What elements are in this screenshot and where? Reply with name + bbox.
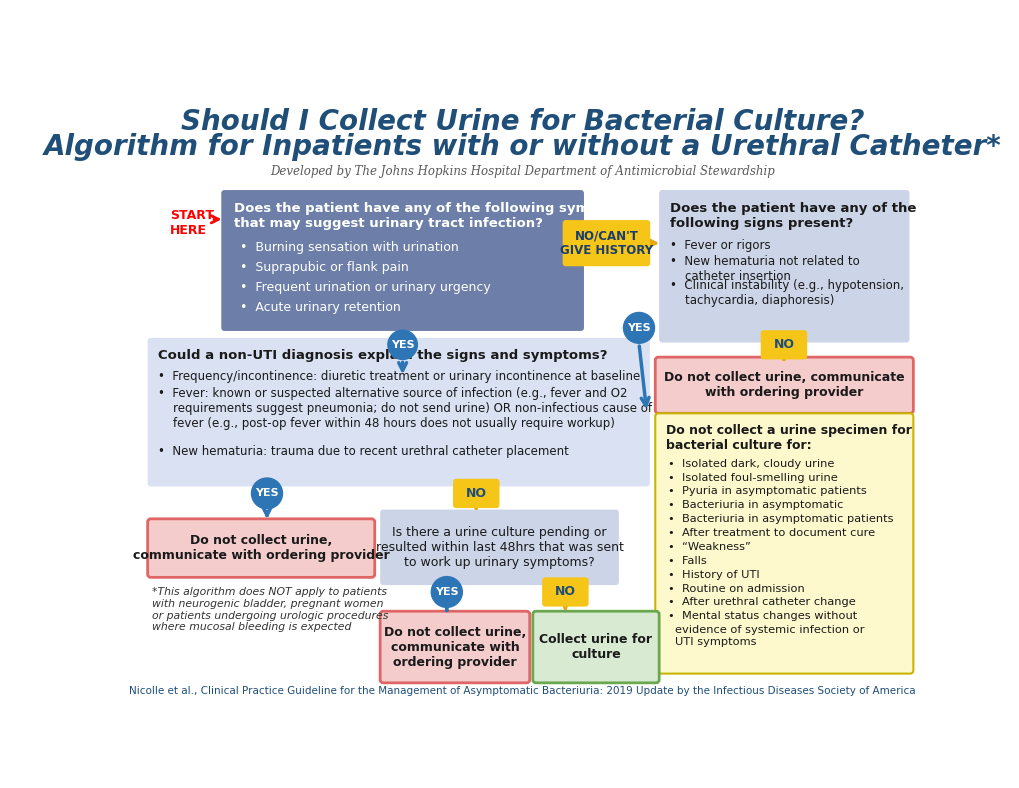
Text: START
HERE: START HERE (170, 209, 214, 236)
Text: UTI symptoms: UTI symptoms (675, 637, 756, 648)
Text: •  Isolated dark, cloudy urine: • Isolated dark, cloudy urine (667, 459, 834, 469)
Circle shape (387, 330, 417, 359)
FancyBboxPatch shape (654, 357, 912, 414)
Text: •  History of UTI: • History of UTI (667, 570, 759, 580)
FancyBboxPatch shape (148, 519, 374, 578)
Text: Do not collect urine,
communicate with
ordering provider: Do not collect urine, communicate with o… (383, 626, 526, 668)
Text: Do not collect urine, communicate
with ordering provider: Do not collect urine, communicate with o… (663, 371, 904, 400)
Text: •  Isolated foul-smelling urine: • Isolated foul-smelling urine (667, 473, 837, 482)
Circle shape (252, 478, 282, 509)
Text: •  Falls: • Falls (667, 556, 706, 566)
Text: •  Suprapubic or flank pain: • Suprapubic or flank pain (239, 261, 409, 274)
Text: •  Fever: known or suspected alternative source of infection (e.g., fever and O2: • Fever: known or suspected alternative … (158, 387, 652, 430)
FancyBboxPatch shape (148, 338, 649, 486)
Text: •  After treatment to document cure: • After treatment to document cure (667, 528, 874, 538)
Circle shape (623, 313, 654, 344)
Text: •  Fever or rigors: • Fever or rigors (669, 240, 770, 252)
Text: *This algorithm does NOT apply to patients
with neurogenic bladder, pregnant wom: *This algorithm does NOT apply to patien… (152, 587, 388, 632)
Text: •  New hematuria not related to
    catheter insertion: • New hematuria not related to catheter … (669, 255, 859, 283)
Text: evidence of systemic infection or: evidence of systemic infection or (675, 625, 864, 635)
Text: NO: NO (554, 585, 576, 598)
Text: •  After urethral catheter change: • After urethral catheter change (667, 597, 855, 608)
FancyBboxPatch shape (658, 190, 909, 343)
Text: NO: NO (466, 487, 486, 500)
FancyBboxPatch shape (221, 190, 584, 331)
Text: •  Routine on admission: • Routine on admission (667, 583, 804, 593)
Text: •  Frequent urination or urinary urgency: • Frequent urination or urinary urgency (239, 281, 490, 294)
Text: •  Acute urinary retention: • Acute urinary retention (239, 301, 400, 314)
Text: •  Bacteriuria in asymptomatic patients: • Bacteriuria in asymptomatic patients (667, 515, 893, 524)
Text: Could a non-UTI diagnosis explain the signs and symptoms?: Could a non-UTI diagnosis explain the si… (158, 348, 607, 362)
FancyBboxPatch shape (532, 611, 658, 683)
FancyBboxPatch shape (452, 479, 499, 508)
FancyBboxPatch shape (541, 578, 588, 607)
Text: Do not collect urine,
communicate with ordering provider: Do not collect urine, communicate with o… (132, 534, 389, 562)
FancyBboxPatch shape (380, 611, 529, 683)
Text: YES: YES (390, 340, 414, 350)
FancyBboxPatch shape (654, 414, 912, 674)
Text: Collect urine for
culture: Collect urine for culture (539, 633, 652, 661)
Text: NO/CAN'T
GIVE HISTORY: NO/CAN'T GIVE HISTORY (559, 229, 652, 257)
Text: •  Bacteriuria in asymptomatic: • Bacteriuria in asymptomatic (667, 500, 843, 511)
Text: YES: YES (434, 587, 459, 597)
Text: Do not collect a urine specimen for
bacterial culture for:: Do not collect a urine specimen for bact… (665, 424, 911, 452)
Text: •  Pyuria in asymptomatic patients: • Pyuria in asymptomatic patients (667, 486, 865, 496)
Text: YES: YES (627, 323, 650, 333)
Text: •  Clinical instability (e.g., hypotension,
    tachycardia, diaphoresis): • Clinical instability (e.g., hypotensio… (669, 280, 903, 307)
Text: •  “Weakness”: • “Weakness” (667, 542, 750, 552)
Circle shape (431, 577, 462, 608)
Text: Does the patient have any of the following symptoms
that may suggest urinary tra: Does the patient have any of the followi… (233, 203, 635, 230)
Text: NO: NO (772, 338, 794, 351)
FancyBboxPatch shape (380, 510, 619, 585)
Text: Nicolle et al., Clinical Practice Guideline for the Management of Asymptomatic B: Nicolle et al., Clinical Practice Guidel… (129, 686, 915, 697)
Text: •  New hematuria: trauma due to recent urethral catheter placement: • New hematuria: trauma due to recent ur… (158, 445, 569, 458)
FancyBboxPatch shape (760, 330, 806, 359)
Text: •  Frequency/incontinence: diuretic treatment or urinary incontinence at baselin: • Frequency/incontinence: diuretic treat… (158, 370, 640, 383)
FancyBboxPatch shape (562, 220, 649, 266)
Text: YES: YES (255, 489, 278, 499)
Text: Does the patient have any of the
following signs present?: Does the patient have any of the followi… (669, 203, 915, 230)
Text: Algorithm for Inpatients with or without a Urethral Catheter*: Algorithm for Inpatients with or without… (44, 133, 1001, 161)
Text: Is there a urine culture pending or
resulted within last 48hrs that was sent
to : Is there a urine culture pending or resu… (375, 526, 623, 569)
Text: •  Mental status changes without: • Mental status changes without (667, 611, 856, 621)
Text: Should I Collect Urine for Bacterial Culture?: Should I Collect Urine for Bacterial Cul… (180, 107, 864, 136)
Text: •  Burning sensation with urination: • Burning sensation with urination (239, 241, 459, 254)
Text: Developed by The Johns Hopkins Hospital Department of Antimicrobial Stewardship: Developed by The Johns Hopkins Hospital … (270, 165, 774, 178)
